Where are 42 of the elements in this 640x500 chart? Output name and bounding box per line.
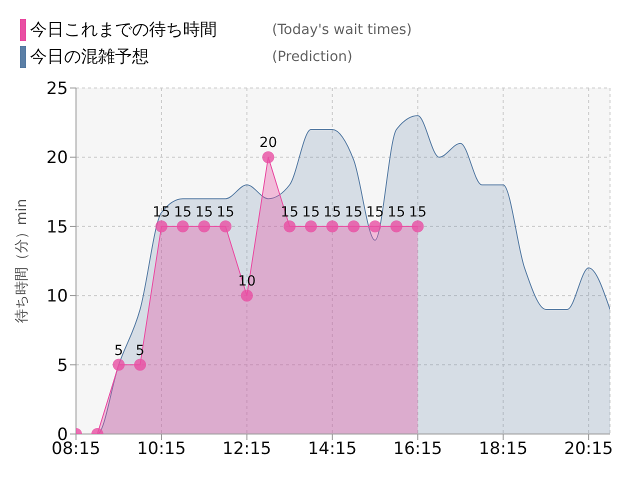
legend-label: 今日の混雑予想: [30, 46, 150, 68]
x-tick-label: 12:15: [222, 439, 272, 460]
data-label: 15: [344, 204, 363, 220]
data-label: 5: [114, 342, 124, 359]
data-label: 15: [216, 204, 234, 220]
data-label: 15: [174, 204, 192, 220]
point: [134, 358, 146, 371]
data-label: 15: [323, 204, 342, 220]
y-axis-title: 待ち時間（分）min: [14, 198, 30, 324]
point: [262, 151, 274, 164]
point: [112, 358, 125, 371]
point: [304, 220, 317, 232]
point: [326, 220, 338, 232]
text: (Prediction): [272, 48, 352, 64]
y-tick-label: 20: [46, 148, 68, 168]
point: [198, 220, 210, 232]
y-tick-label: 25: [46, 79, 68, 100]
y-tick-label: 10: [46, 286, 68, 307]
legend-label: 今日これまでの待ち時間: [30, 19, 218, 41]
y-tick-label: 15: [46, 217, 68, 238]
x-tick-label: 20:15: [564, 439, 614, 460]
text: (Today's wait times): [272, 22, 412, 38]
point: [240, 290, 253, 302]
point: [284, 220, 296, 232]
point: [155, 220, 168, 232]
data-label: 15: [408, 204, 427, 220]
point: [369, 220, 382, 232]
data-label: 15: [387, 204, 406, 220]
y-tick-label: 5: [57, 356, 68, 376]
point: [176, 220, 189, 232]
data-label: 20: [259, 135, 278, 152]
point: [390, 220, 402, 232]
data-label: 15: [195, 204, 214, 220]
data-label: 15: [302, 204, 320, 220]
x-tick-label: 14:15: [308, 439, 357, 460]
point: [220, 220, 232, 232]
x-tick-label: 18:15: [478, 439, 528, 460]
point: [412, 220, 424, 232]
x-tick-label: 16:15: [393, 439, 442, 460]
data-label: 10: [238, 274, 256, 290]
x-tick-label: 10:15: [136, 439, 186, 460]
point: [348, 220, 360, 232]
